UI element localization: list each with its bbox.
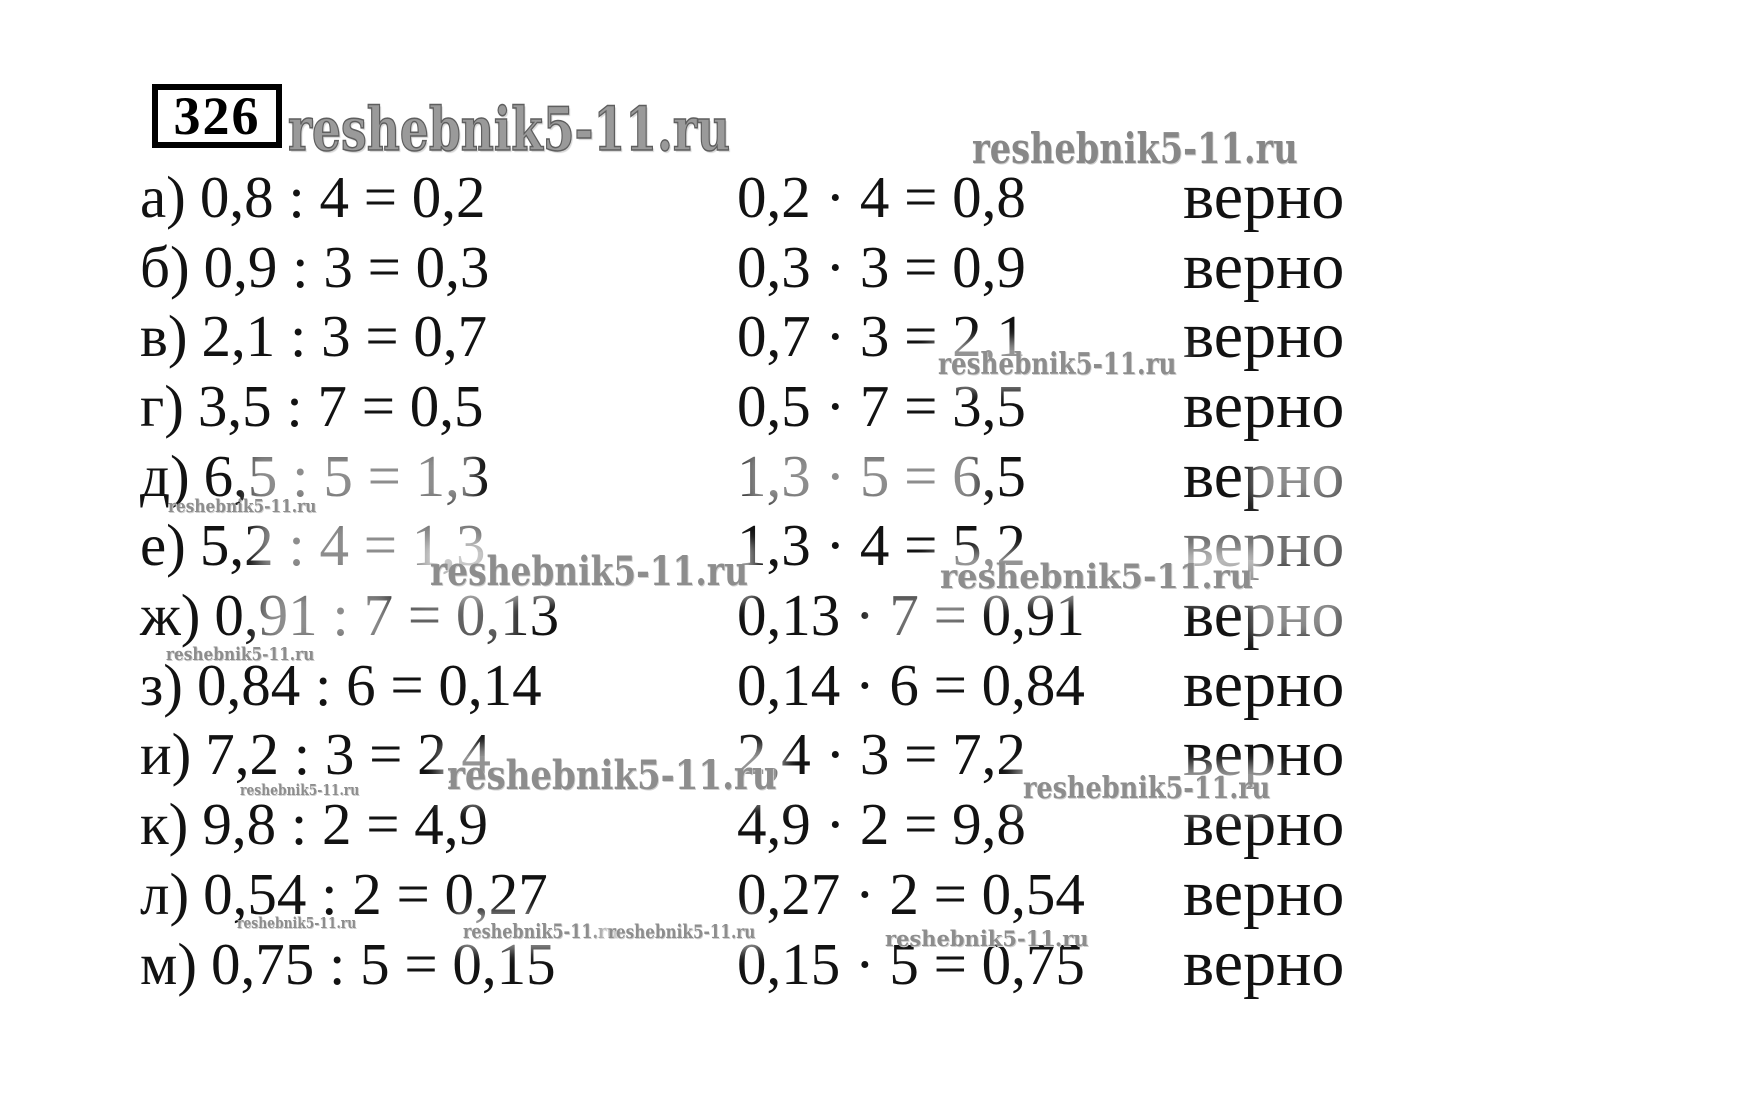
division-equation: 0,84 : 6 = 0,14 bbox=[196, 652, 542, 718]
verdict-label: верно bbox=[1183, 299, 1345, 372]
equation-row: м) 0,75 : 5 = 0,15 0,15 · 5 = 0,75 верно bbox=[0, 927, 1738, 1000]
row-letter: л) bbox=[140, 861, 190, 927]
equation-row: д) 6,5 : 5 = 1,3 1,3 · 5 = 6,5 верно bbox=[0, 439, 1738, 512]
check-equation: 0,27 · 2 = 0,54 bbox=[737, 861, 1085, 927]
equation-row: ж) 0,91 : 7 = 0,13 0,13 · 7 = 0,91 верно bbox=[0, 578, 1738, 651]
watermark-stamp: reshebnik5-11.ru bbox=[287, 95, 730, 165]
row-letter: е) bbox=[140, 512, 186, 578]
check-equation: 1,3 · 4 = 5,2 bbox=[737, 512, 1026, 578]
check-equation: 0,5 · 7 = 3,5 bbox=[737, 373, 1026, 439]
verdict-label: верно bbox=[1183, 230, 1345, 303]
division-equation: 7,2 : 3 = 2,4 bbox=[205, 721, 491, 787]
row-letter: в) bbox=[140, 303, 188, 369]
verdict-label: верно bbox=[1183, 787, 1345, 860]
row-letter: ж) bbox=[140, 582, 201, 648]
row-letter: а) bbox=[140, 164, 186, 230]
check-equation: 0,3 · 3 = 0,9 bbox=[737, 234, 1026, 300]
verdict-label: верно bbox=[1183, 160, 1345, 233]
check-equation: 0,2 · 4 = 0,8 bbox=[737, 164, 1026, 230]
equation-row: и) 7,2 : 3 = 2,4 2,4 · 3 = 7,2 верно bbox=[0, 717, 1738, 790]
check-equation: 4,9 · 2 = 9,8 bbox=[737, 791, 1026, 857]
equation-row: з) 0,84 : 6 = 0,14 0,14 · 6 = 0,84 верно bbox=[0, 648, 1738, 721]
verdict-label: верно bbox=[1183, 369, 1345, 442]
verdict-label: верно bbox=[1183, 439, 1345, 512]
division-equation: 5,2 : 4 = 1,3 bbox=[199, 512, 486, 578]
equation-row: к) 9,8 : 2 = 4,9 4,9 · 2 = 9,8 верно bbox=[0, 787, 1738, 860]
row-letter: б) bbox=[140, 234, 190, 300]
division-equation: 0,9 : 3 = 0,3 bbox=[203, 234, 490, 300]
division-equation: 2,1 : 3 = 0,7 bbox=[201, 303, 488, 369]
division-equation: 0,75 : 5 = 0,15 bbox=[210, 931, 556, 997]
check-equation: 2,4 · 3 = 7,2 bbox=[737, 721, 1026, 787]
row-letter: м) bbox=[140, 931, 197, 997]
row-letter: з) bbox=[140, 652, 183, 718]
check-equation: 0,13 · 7 = 0,91 bbox=[737, 582, 1085, 648]
verdict-label: верно bbox=[1183, 717, 1345, 790]
check-equation: 0,15 · 5 = 0,75 bbox=[737, 931, 1085, 997]
equation-row: а) 0,8 : 4 = 0,2 0,2 · 4 = 0,8 верно bbox=[0, 160, 1738, 233]
equation-row: в) 2,1 : 3 = 0,7 0,7 · 3 = 2,1 верно bbox=[0, 299, 1738, 372]
check-equation: 0,7 · 3 = 2,1 bbox=[737, 303, 1026, 369]
equation-row: б) 0,9 : 3 = 0,3 0,3 · 3 = 0,9 верно bbox=[0, 230, 1738, 303]
verdict-label: верно bbox=[1183, 508, 1345, 581]
equation-row: г) 3,5 : 7 = 0,5 0,5 · 7 = 3,5 верно bbox=[0, 369, 1738, 442]
equation-row: е) 5,2 : 4 = 1,3 1,3 · 4 = 5,2 верно bbox=[0, 508, 1738, 581]
division-equation: 0,54 : 2 = 0,27 bbox=[203, 861, 548, 927]
verdict-label: верно bbox=[1183, 648, 1345, 721]
row-letter: к) bbox=[140, 791, 189, 857]
verdict-label: верно bbox=[1183, 927, 1345, 1000]
row-letter: и) bbox=[140, 721, 192, 787]
verdict-label: верно bbox=[1183, 857, 1345, 930]
problem-number: 326 bbox=[173, 86, 261, 146]
row-letter: г) bbox=[140, 373, 184, 439]
check-equation: 1,3 · 5 = 6,5 bbox=[737, 443, 1026, 509]
check-equation: 0,14 · 6 = 0,84 bbox=[737, 652, 1085, 718]
division-equation: 3,5 : 7 = 0,5 bbox=[197, 373, 484, 439]
equation-row: л) 0,54 : 2 = 0,27 0,27 · 2 = 0,54 верно bbox=[0, 857, 1738, 930]
row-letter: д) bbox=[140, 443, 190, 509]
division-equation: 0,8 : 4 = 0,2 bbox=[199, 164, 486, 230]
verdict-label: верно bbox=[1183, 578, 1345, 651]
division-equation: 6,5 : 5 = 1,3 bbox=[203, 443, 490, 509]
problem-number-box: 326 bbox=[152, 84, 282, 148]
division-equation: 0,91 : 7 = 0,13 bbox=[214, 582, 560, 648]
division-equation: 9,8 : 2 = 4,9 bbox=[202, 791, 488, 857]
